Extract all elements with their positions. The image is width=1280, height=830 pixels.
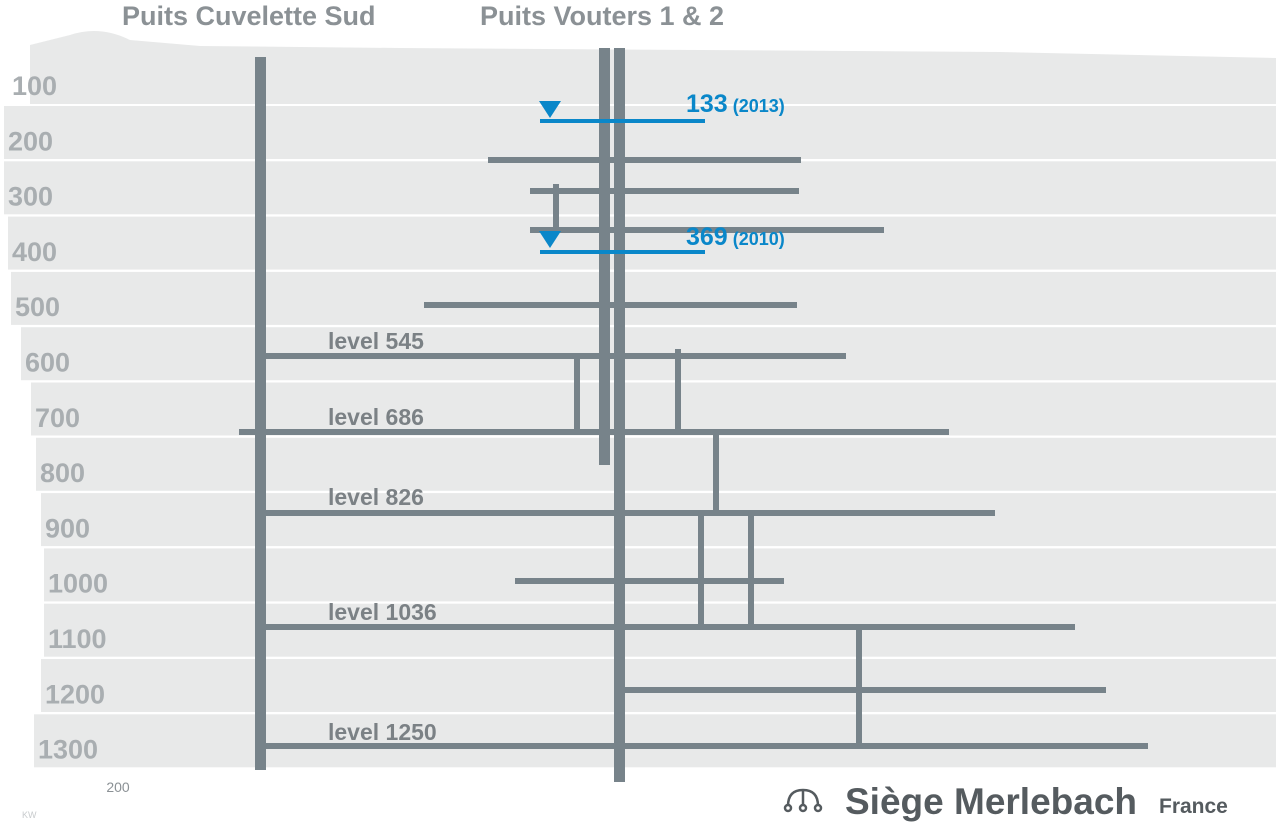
depth-label: 300 xyxy=(8,182,53,212)
scale-label: 200 xyxy=(106,779,130,795)
site-title: Siège Merlebach xyxy=(845,781,1137,822)
water-year: (2013) xyxy=(733,96,785,116)
shaft xyxy=(255,57,266,770)
water-marker xyxy=(539,101,561,118)
logo xyxy=(783,788,823,813)
water-levels: 133 (2013) 369 (2010) xyxy=(539,90,785,254)
depth-label: 1000 xyxy=(48,569,108,599)
level-label: level 1036 xyxy=(328,599,437,625)
depth-band xyxy=(8,216,1276,270)
logo-dot xyxy=(783,803,793,813)
shaft xyxy=(599,48,610,465)
depth-band xyxy=(34,714,1276,768)
shaft-title: Puits Cuvelette Sud xyxy=(122,1,376,31)
site-country: France xyxy=(1159,795,1228,818)
depth-label: 800 xyxy=(40,458,85,488)
water-year: (2010) xyxy=(733,229,785,249)
depth-band xyxy=(4,106,1276,159)
depth-label: 1200 xyxy=(45,679,105,709)
galleries xyxy=(239,48,1148,782)
water-marker xyxy=(539,231,561,248)
depth-band xyxy=(41,659,1276,712)
depth-label: 1100 xyxy=(48,624,107,654)
depth-label: 700 xyxy=(35,403,80,433)
depth-band xyxy=(44,603,1276,657)
depth-band xyxy=(41,493,1276,547)
scale-bar xyxy=(54,780,183,794)
logo-dot xyxy=(813,803,823,813)
level-label: level 1250 xyxy=(328,719,437,745)
depth-label: 400 xyxy=(12,237,57,267)
depth-band xyxy=(31,382,1276,436)
depth-label: 500 xyxy=(15,292,60,322)
level-label: level 686 xyxy=(328,404,424,430)
depth-label: 600 xyxy=(25,348,70,378)
depth-label: 200 xyxy=(8,126,53,156)
logo-dot xyxy=(798,803,808,813)
surface xyxy=(30,31,1276,104)
credit: KW xyxy=(22,810,37,820)
water-label: 133 (2013) xyxy=(686,90,785,118)
depth-bands xyxy=(4,31,1276,768)
shaft-title: Puits Vouters 1 & 2 xyxy=(480,1,724,31)
water-depth: 133 xyxy=(686,90,728,118)
water-depth: 369 xyxy=(686,223,728,251)
depth-label: 900 xyxy=(45,513,90,543)
level-label: level 545 xyxy=(328,328,424,354)
level-label: level 826 xyxy=(328,484,424,510)
depth-band xyxy=(44,548,1276,602)
depth-band xyxy=(36,437,1276,491)
shaft xyxy=(614,48,625,782)
depth-label: 100 xyxy=(12,71,57,101)
depth-band xyxy=(4,161,1276,215)
depth-band xyxy=(11,271,1276,325)
depth-labels: 100 200 300 400 500 600 700 800 900 1000 1100 1200 1… xyxy=(8,71,108,765)
depth-label: 1300 xyxy=(38,735,98,765)
water-label: 369 (2010) xyxy=(686,223,785,251)
